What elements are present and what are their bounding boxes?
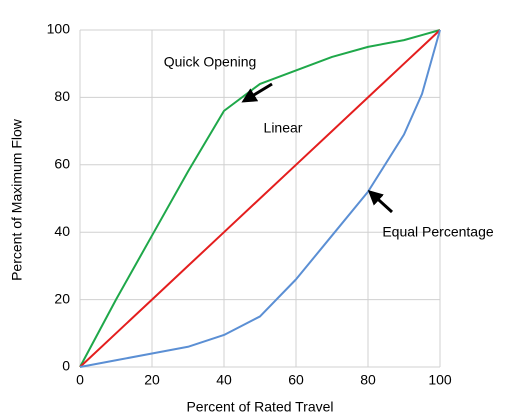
x-tick-label: 20 bbox=[144, 372, 160, 388]
y-tick-label: 80 bbox=[54, 88, 70, 104]
x-tick-label: 0 bbox=[76, 372, 84, 388]
y-tick-label: 60 bbox=[54, 156, 70, 172]
x-tick-label: 80 bbox=[360, 372, 376, 388]
y-axis-title: Percent of Maximum Flow bbox=[9, 118, 25, 281]
annotation: Quick Opening bbox=[164, 54, 257, 70]
annotation: Equal Percentage bbox=[382, 224, 494, 240]
y-tick-label: 0 bbox=[62, 358, 70, 374]
series-line bbox=[79, 29, 441, 368]
y-tick-label: 40 bbox=[54, 223, 70, 239]
x-axis-title: Percent of Rated Travel bbox=[186, 399, 333, 415]
y-tick-label: 100 bbox=[47, 21, 71, 37]
x-tick-label: 40 bbox=[216, 372, 232, 388]
x-tick-label: 60 bbox=[288, 372, 304, 388]
plot bbox=[79, 29, 441, 368]
annotation-arrow bbox=[367, 189, 394, 214]
x-tick-label: 100 bbox=[428, 372, 452, 388]
y-tick-label: 20 bbox=[54, 290, 70, 306]
series-line bbox=[79, 29, 441, 368]
annotation-arrow bbox=[241, 82, 273, 103]
annotation: Linear bbox=[264, 120, 303, 136]
series-line bbox=[79, 29, 441, 368]
